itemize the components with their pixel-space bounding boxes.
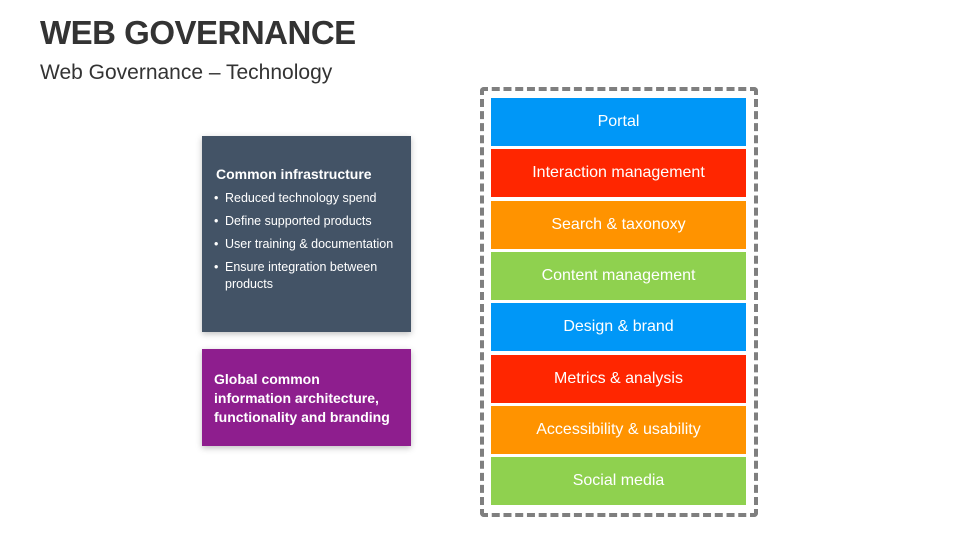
- stack-layer: Interaction management: [491, 149, 746, 198]
- stack-layer: Search & taxonoxy: [491, 200, 746, 249]
- slide-subtitle: Web Governance – Technology: [40, 61, 333, 84]
- stack-layer: Portal: [491, 98, 746, 146]
- global-architecture-card: Global common information architecture, …: [202, 349, 411, 446]
- card-heading: Common infrastructure: [216, 166, 372, 182]
- stack-layer: Social media: [491, 457, 746, 506]
- bullet-item: User training & documentation: [214, 236, 399, 253]
- common-infrastructure-card: Common infrastructure Reduced technology…: [202, 136, 411, 332]
- bullet-item: Define supported products: [214, 213, 399, 230]
- stack-layer: Metrics & analysis: [491, 354, 746, 403]
- bullet-item: Reduced technology spend: [214, 190, 399, 207]
- stack-layer: Accessibility & usability: [491, 405, 746, 454]
- bullet-item: Ensure integration between products: [214, 259, 399, 293]
- dashed-frame: [480, 87, 758, 517]
- stack-layer: Design & brand: [491, 303, 746, 352]
- bullet-list: Reduced technology spend Define supporte…: [214, 190, 399, 293]
- stack-layer: Content management: [491, 251, 746, 300]
- slide-title: WEB GOVERNANCE: [40, 14, 356, 51]
